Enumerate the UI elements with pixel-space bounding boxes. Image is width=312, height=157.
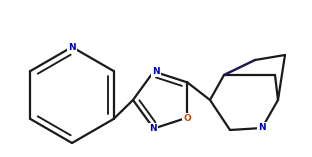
Text: N: N (258, 124, 266, 133)
Text: N: N (152, 67, 159, 76)
Text: N: N (149, 124, 157, 133)
Text: N: N (68, 43, 76, 51)
Text: O: O (183, 114, 191, 123)
